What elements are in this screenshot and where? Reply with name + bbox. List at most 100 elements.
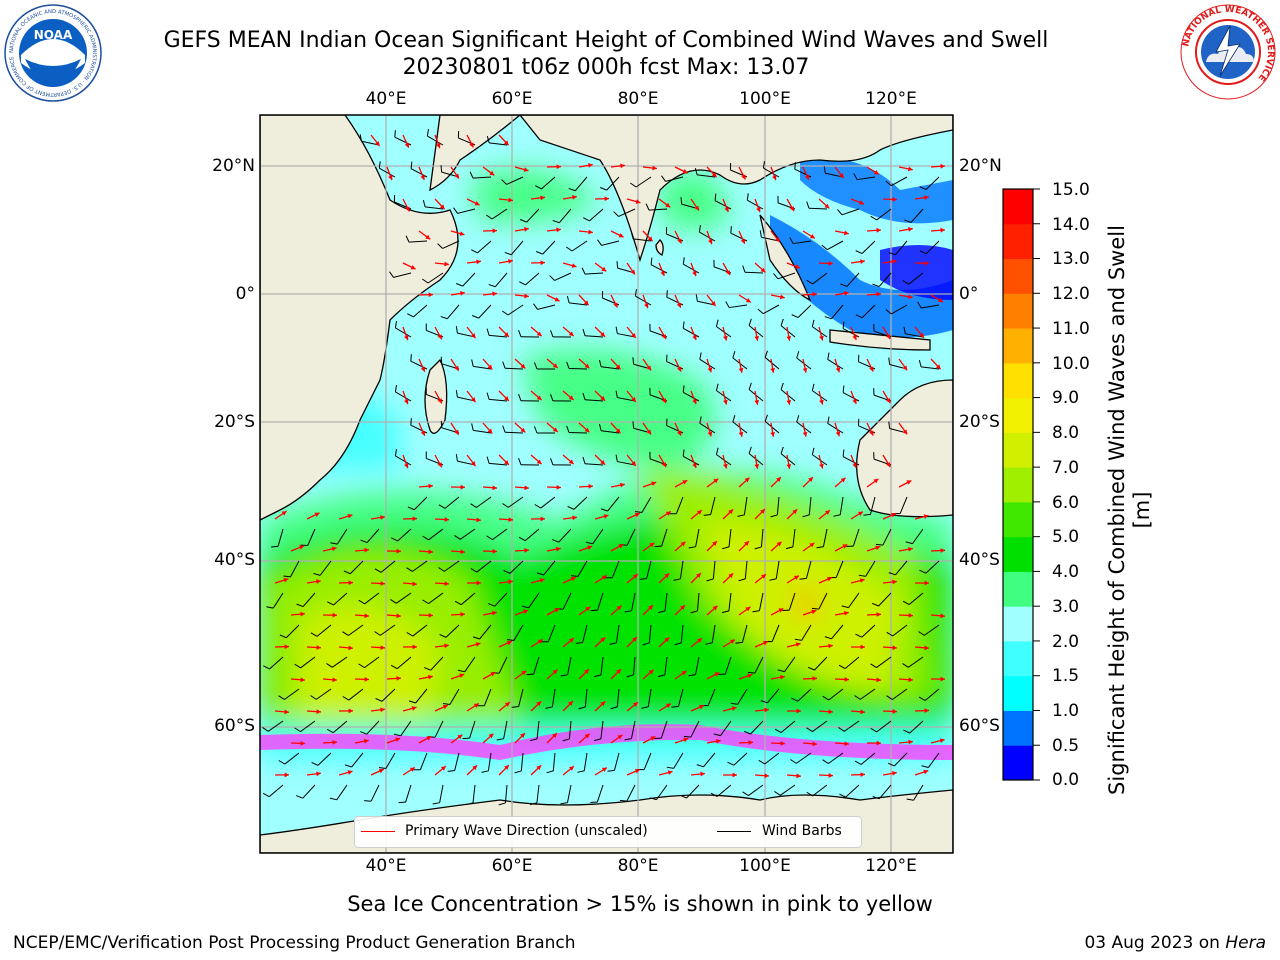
wind-barb — [486, 392, 508, 402]
wave-arrow — [754, 640, 769, 648]
wave-arrow — [434, 581, 450, 587]
wave-arrow — [402, 516, 418, 522]
wind-barb — [296, 592, 316, 608]
wave-arrow — [898, 613, 914, 618]
sumatra — [759, 214, 812, 302]
wind-barb — [549, 272, 572, 281]
wind-barb — [521, 592, 540, 609]
wind-barb — [562, 720, 572, 742]
wave-arrow — [370, 768, 385, 776]
wind-barb — [453, 207, 476, 214]
wind-barb — [846, 528, 860, 547]
wind-barb — [393, 720, 412, 737]
wave-arrow — [658, 454, 667, 468]
wind-barb — [807, 656, 828, 671]
wind-barb — [657, 656, 668, 678]
wind-barb — [481, 752, 492, 773]
wind-barb — [785, 528, 796, 550]
wave-arrow — [594, 454, 606, 466]
wave-arrow — [402, 644, 418, 650]
wave-arrow — [642, 735, 656, 744]
wind-barb — [440, 304, 460, 320]
wave-arrow — [434, 390, 443, 404]
wave-arrow — [370, 515, 385, 520]
wind-barb — [806, 272, 828, 285]
colorbar-frame — [1002, 188, 1034, 781]
wave-arrow — [610, 605, 622, 616]
wind-barb — [594, 656, 604, 678]
wave-arrow — [354, 676, 370, 682]
wave-arrow — [514, 670, 527, 680]
wave-arrow — [402, 706, 417, 712]
map-frame — [259, 114, 954, 854]
wind-barb — [374, 624, 396, 636]
wind-barb — [566, 361, 588, 370]
wave-arrow — [322, 546, 337, 552]
wind-barb — [630, 176, 652, 188]
noaa-logo: NOAA NATIONAL OCEANIC AND ATMOSPHERIC AD… — [4, 4, 102, 102]
wave-arrow — [770, 674, 785, 680]
wind-barb — [790, 752, 812, 764]
wave-arrow — [610, 230, 624, 238]
wave-arrow — [434, 326, 443, 340]
wind-barb — [666, 752, 684, 769]
wave-arrow — [418, 612, 434, 618]
wave-arrow — [690, 572, 702, 584]
wave-arrow — [802, 542, 815, 552]
wind-barb — [639, 560, 652, 580]
wind-barb — [641, 688, 652, 709]
wind-barb — [645, 203, 668, 211]
wave-arrow — [370, 134, 381, 147]
wave-arrow — [930, 676, 946, 682]
wave-arrow — [482, 291, 497, 297]
colorbar-segment — [1003, 640, 1033, 677]
lat-tick-right: 20°S — [959, 412, 1000, 432]
wave-height-region — [300, 605, 440, 720]
lon-tick-bottom: 120°E — [865, 856, 917, 876]
wind-barb — [673, 560, 684, 581]
wind-barb — [566, 296, 588, 306]
wave-arrow — [786, 262, 801, 269]
shallow-sea-region — [800, 158, 953, 224]
colorbar-segment — [1003, 467, 1033, 503]
wave-arrow — [514, 548, 530, 553]
wind-barb — [885, 304, 908, 315]
lon-tick-bottom: 80°E — [617, 856, 659, 876]
wave-arrow — [402, 326, 409, 341]
wind-barb — [504, 240, 524, 256]
wind-barb — [918, 360, 940, 370]
wind-barb — [360, 528, 380, 544]
wave-arrow — [850, 198, 865, 205]
wave-arrow — [498, 640, 513, 648]
wind-barb — [904, 208, 924, 223]
wind-barb — [466, 784, 476, 806]
wind-barb — [615, 390, 636, 402]
wind-barb — [552, 208, 572, 224]
wave-arrow — [738, 540, 750, 552]
wave-arrow — [386, 613, 402, 619]
footer-date: 03 Aug 2023 on Hera — [1084, 933, 1266, 953]
wind-barb — [471, 423, 492, 434]
wave-arrow — [594, 636, 606, 648]
wave-arrow — [834, 230, 849, 236]
wind-barb — [888, 240, 908, 256]
wave-arrow — [274, 709, 290, 715]
wave-arrow — [866, 291, 882, 297]
wave-arrow — [546, 607, 560, 616]
wave-arrow — [914, 645, 930, 651]
wave-arrow — [578, 545, 593, 552]
wind-barb — [536, 240, 556, 255]
wind-barb — [858, 560, 876, 577]
wave-arrow — [674, 737, 689, 744]
wave-arrow — [930, 227, 946, 233]
wave-arrow — [802, 166, 810, 181]
wave-arrow — [562, 262, 577, 268]
wind-barb — [590, 784, 604, 803]
wind-barb — [705, 624, 716, 645]
wave-arrow — [642, 358, 652, 371]
chart-subtitle: 20230801 t06z 000h fcst Max: 13.07 — [402, 55, 810, 80]
wind-barb — [613, 208, 636, 217]
wind-barb — [582, 328, 604, 338]
wind-barb — [760, 688, 780, 704]
wind-barb — [774, 720, 796, 733]
